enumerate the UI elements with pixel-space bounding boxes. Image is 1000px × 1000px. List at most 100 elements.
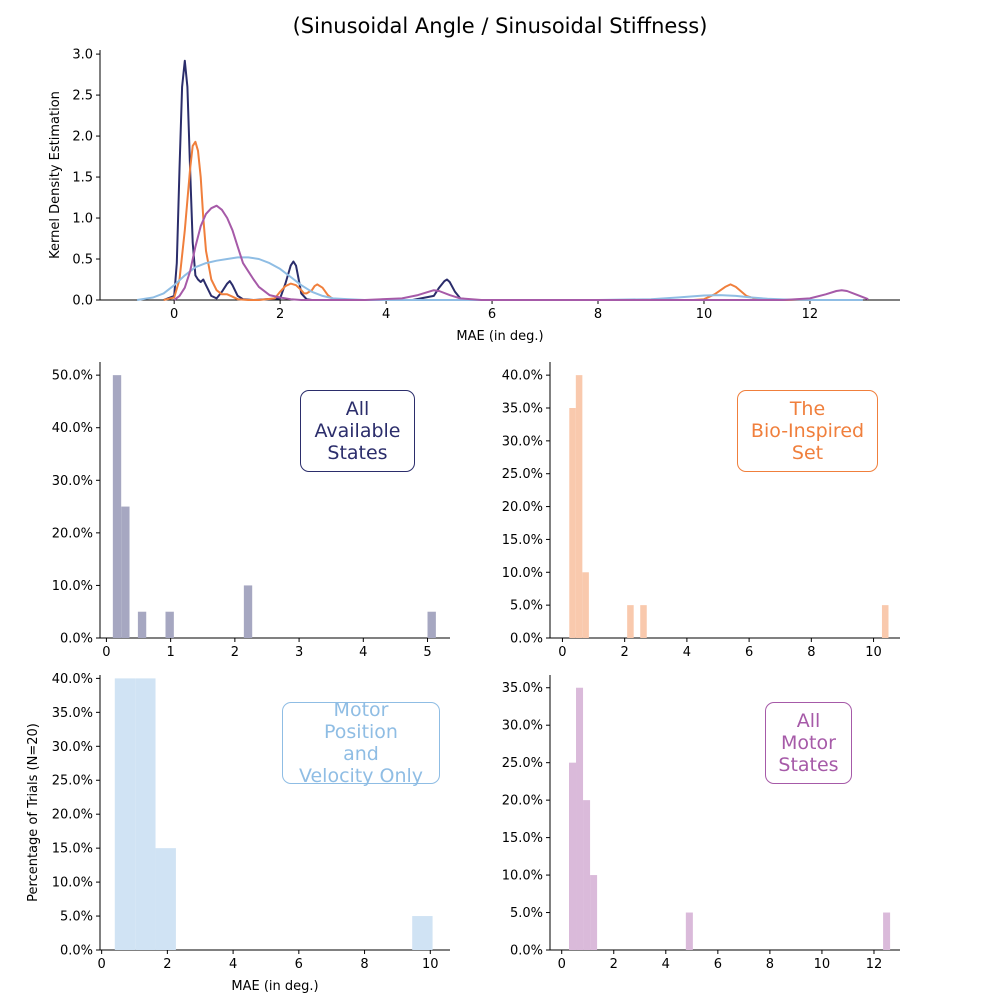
x-tick-label: 6 (745, 645, 753, 660)
y-tick-label: 0.0% (60, 944, 93, 959)
x-tick-label: 2 (163, 957, 171, 972)
histogram-bar (627, 605, 634, 638)
y-tick-label: 10.0% (52, 876, 93, 891)
histogram-bar (583, 800, 591, 950)
y-tick-label: 5.0% (510, 599, 543, 614)
y-tick-label: 5.0% (60, 910, 93, 925)
histogram-bar (135, 678, 156, 950)
y-tick-label: 20.0% (52, 808, 93, 823)
x-tick-label: 2 (231, 645, 239, 660)
x-tick-label: 1 (167, 645, 175, 660)
x-tick-label: 4 (382, 307, 390, 322)
x-tick-label: 12 (866, 957, 883, 972)
x-tick-label: 5 (423, 645, 431, 660)
x-tick-label: 0 (558, 645, 566, 660)
y-tick-label: 20.0% (502, 500, 543, 515)
y-tick-label: 10.0% (502, 869, 543, 884)
y-tick-label: 1.5 (72, 171, 93, 186)
histogram-bar (685, 912, 693, 950)
y-tick-label: 15.0% (502, 831, 543, 846)
x-tick-label: 2 (610, 957, 618, 972)
histogram-bar (121, 506, 130, 638)
legend-hist_all_motor: All Motor States (765, 702, 852, 784)
x-tick-label: 0 (170, 307, 178, 322)
x-tick-label: 10 (422, 957, 439, 972)
x-tick-label: 8 (594, 307, 602, 322)
panel-kde: 0 2 4 6 8 10 12 0.0 0.5 1.0 1.5 2.0 2.5 3.0 MAE (in de… (48, 48, 900, 344)
histogram-bar (569, 408, 576, 638)
x-tick-label: 8 (360, 957, 368, 972)
histogram-bar (412, 916, 433, 950)
x-tick-label: 0 (558, 957, 566, 972)
histogram-bar (112, 375, 122, 638)
y-tick-label: 0.0 (72, 294, 93, 309)
y-tick-label: 15.0% (502, 533, 543, 548)
y-tick-label: 20.0% (52, 526, 93, 541)
y-tick-label: 35.0% (52, 706, 93, 721)
x-tick-label: 4 (683, 645, 691, 660)
y-axis-label: Percentage of Trials (N=20) (26, 723, 41, 902)
y-tick-label: 5.0% (510, 906, 543, 921)
panel-hist_bio_inspired: 0 2 4 6 8 10 0.0% 5.0% 10.0% 15.0% 20.0% 25.0% 30.0%… (502, 362, 900, 660)
histogram-bar (155, 848, 176, 950)
y-tick-label: 30.0% (502, 719, 543, 734)
histogram-bar (427, 611, 436, 638)
histogram-bar (114, 678, 136, 950)
x-tick-label: 0 (102, 645, 110, 660)
histogram-bar (165, 611, 174, 638)
x-tick-label: 8 (766, 957, 774, 972)
x-tick-label: 10 (865, 645, 882, 660)
histogram-bar (137, 611, 147, 638)
y-tick-label: 25.0% (502, 756, 543, 771)
y-tick-label: 15.0% (52, 842, 93, 857)
y-tick-label: 40.0% (52, 421, 93, 436)
x-tick-label: 10 (696, 307, 713, 322)
y-tick-label: 2.0 (72, 130, 93, 145)
x-tick-label: 4 (662, 957, 670, 972)
legend-hist_all_states: All Available States (300, 390, 415, 472)
histogram-bar (243, 585, 253, 638)
x-tick-label: 10 (814, 957, 831, 972)
y-tick-label: 1.0 (72, 212, 93, 227)
x-tick-label: 2 (276, 307, 284, 322)
legend-hist_motor_pos_vel: Motor Position and Velocity Only (282, 699, 440, 787)
x-tick-label: 0 (98, 957, 106, 972)
kde-line-bio_inspired (163, 140, 863, 301)
histogram-bar (590, 875, 598, 950)
x-tick-label: 4 (359, 645, 367, 660)
y-tick-label: 0.0% (60, 632, 93, 647)
x-tick-label: 6 (295, 957, 303, 972)
kde-line-all_states (163, 59, 863, 301)
histogram-bar (576, 687, 584, 950)
y-tick-label: 50.0% (52, 369, 93, 384)
y-tick-label: 10.0% (52, 579, 93, 594)
y-tick-label: 2.5 (72, 89, 93, 104)
kde-line-motor_pos_vel (136, 256, 863, 301)
y-tick-label: 25.0% (502, 467, 543, 482)
figure-title: (Sinusoidal Angle / Sinusoidal Stiffness… (292, 14, 708, 38)
y-tick-label: 30.0% (52, 474, 93, 489)
y-tick-label: 35.0% (502, 681, 543, 696)
legend-hist_bio_inspired: The Bio-Inspired Set (737, 390, 878, 472)
x-tick-label: 8 (807, 645, 815, 660)
histogram-bar (575, 375, 583, 638)
panel-hist_all_motor: 0 2 4 6 8 10 12 0.0% 5.0% 10.0% 15.0% 20.0% 25.0% 30.… (502, 675, 900, 972)
y-tick-label: 35.0% (502, 402, 543, 417)
y-tick-label: 0.5 (72, 253, 93, 268)
x-axis-label: MAE (in deg.) (231, 979, 318, 994)
x-tick-label: 6 (488, 307, 496, 322)
panel-hist_motor_pos_vel: 0 2 4 6 8 10 0.0% 5.0% 10.0% 15.0% 20.0% 25.0% 30.0%… (26, 672, 450, 994)
kde-line-all_motor (173, 204, 869, 301)
y-tick-label: 25.0% (52, 774, 93, 789)
x-tick-label: 3 (295, 645, 303, 660)
histogram-bar (883, 912, 891, 950)
histogram-bar (640, 605, 647, 638)
x-axis-label: MAE (in deg.) (456, 329, 543, 344)
histogram-bar (582, 572, 589, 638)
x-tick-label: 6 (714, 957, 722, 972)
x-tick-label: 12 (802, 307, 819, 322)
x-tick-label: 2 (621, 645, 629, 660)
y-tick-label: 30.0% (52, 740, 93, 755)
panel-hist_all_states: 0 1 2 3 4 50.0%10.0%20.0%30.0%40.0%50.0% (52, 362, 450, 660)
